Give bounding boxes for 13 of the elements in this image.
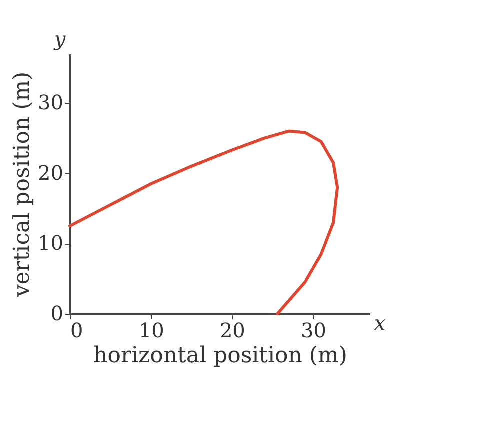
text: x [374,311,386,335]
y-tick-label: 20 [38,160,64,185]
x-tick-label: 30 [301,318,326,342]
text: y [53,27,66,51]
line-series [68,130,340,316]
y-axis-title: vertical position (m) [10,72,36,298]
y-tick-label: 0 [50,302,64,326]
y-tick-label: 10 [38,231,64,256]
x-tick-label: 10 [138,318,164,342]
x-tick-label: 0 [70,318,84,342]
x-axis-title: horizontal position (m) [94,344,348,368]
y-tick-label: 30 [38,90,64,115]
x-tick-label: 20 [220,318,246,342]
